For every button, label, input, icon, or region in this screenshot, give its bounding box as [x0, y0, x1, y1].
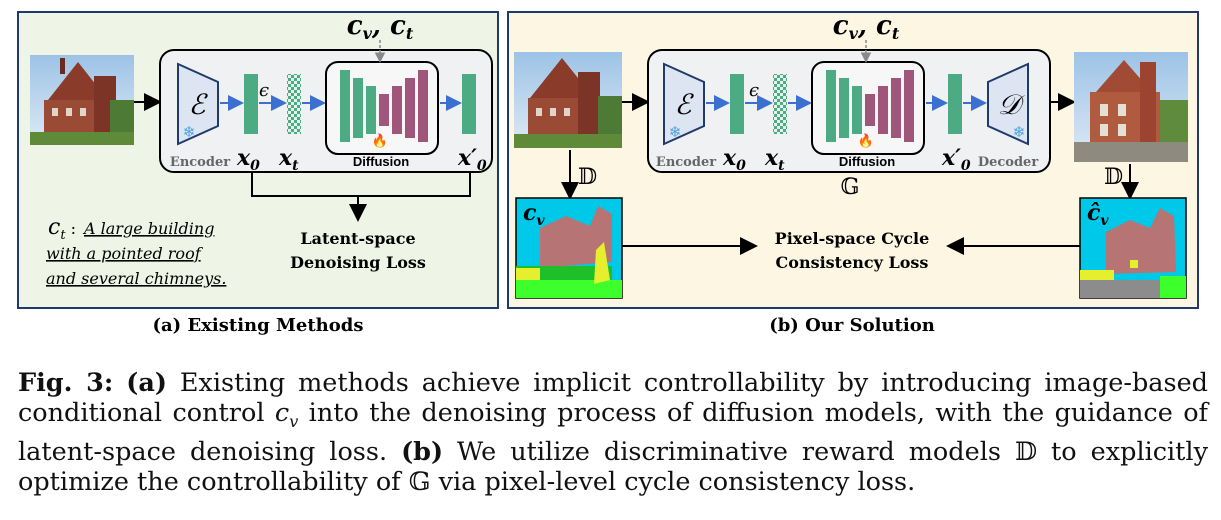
- prompt-line-1: A large building: [82, 219, 214, 238]
- caption-b-text-2: to explicitly optimize the controllabili…: [18, 437, 1208, 498]
- caption-a-text-2: into the denoising process of diffusion …: [18, 398, 1208, 468]
- latent-xt-left: [287, 74, 301, 134]
- xt-label-left: xt: [278, 145, 299, 174]
- latent-x0-left: [244, 74, 258, 134]
- snowflake-icon: ❄: [183, 123, 196, 141]
- decoder-shape: [987, 62, 1029, 146]
- prompt-line-3: and several chimneys.: [46, 269, 226, 288]
- caption-cv: cv: [274, 398, 299, 432]
- encoder-right-label: Encoder: [656, 155, 716, 170]
- snowflake-icon: ❄: [669, 123, 682, 141]
- segmentation-map-cv: [515, 197, 623, 299]
- fire-icon: 🔥: [372, 133, 388, 149]
- cvhat-label: ĉv: [1087, 200, 1109, 229]
- xt-label-right: xt: [764, 145, 785, 174]
- cond-label-right: cv, ct: [833, 11, 900, 43]
- encoder-right-shape: [663, 62, 705, 146]
- generator-symbol: 𝔾: [841, 175, 860, 200]
- latent-x0-right: [730, 74, 744, 134]
- x0prime-label-left: x′0: [457, 145, 487, 174]
- left-panel-title: (a) Existing Methods: [153, 315, 364, 336]
- loss-line-2-left: Denoising Loss: [290, 253, 426, 272]
- caption-a-text-1: Existing methods achieve implicit contro…: [18, 368, 1209, 428]
- segmentation-map-cvhat: [1079, 197, 1187, 299]
- right-panel-title: (b) Our Solution: [769, 315, 935, 336]
- diffusion-label-left: Diffusion: [353, 154, 409, 169]
- input-photo-right: [514, 52, 622, 148]
- loss-line-2-right: Consistency Loss: [776, 253, 929, 272]
- discriminator-right: 𝔻: [1104, 165, 1123, 190]
- x0-label-left: x0: [236, 145, 260, 174]
- input-photo-left: [30, 55, 134, 145]
- prompt-label: ct :: [48, 215, 76, 243]
- caption-D-symbol: 𝔻: [1014, 437, 1038, 468]
- cv-label: cv: [523, 200, 545, 229]
- right-panel: ℰ ❄ Encoder ϵ x0 xt 🔥 Diffusion x′0 𝒟 ❄ …: [507, 11, 1199, 309]
- loss-line-1-left: Latent-space: [300, 229, 415, 248]
- caption-b-text-3: via pixel-level cycle consistency loss.: [430, 467, 916, 498]
- loss-line-1-right: Pixel-space Cycle: [775, 229, 930, 248]
- x0prime-label-right: x′0: [941, 145, 971, 174]
- epsilon-right: ϵ: [749, 80, 759, 101]
- left-panel: ℰ ❄ Encoder ϵ x0 xt 🔥 Diffusion x′0 cv, …: [17, 11, 499, 309]
- prompt-line-2: with a pointed roof: [46, 244, 204, 263]
- x0-label-right: x0: [722, 145, 746, 174]
- figure-diagram: ℰ ❄ Encoder ϵ x0 xt 🔥 Diffusion x′0 cv, …: [17, 11, 1199, 336]
- discriminator-left: 𝔻: [578, 165, 597, 190]
- loss-connector-left: [251, 172, 471, 197]
- caption-G-symbol: 𝔾: [408, 467, 431, 498]
- caption-a-tag: (a): [126, 368, 167, 398]
- caption-b-text-1: We utilize discriminative reward models: [443, 437, 1015, 468]
- diffusion-label-right: Diffusion: [839, 154, 895, 169]
- epsilon-left: ϵ: [259, 80, 269, 101]
- latent-xt-right: [773, 74, 787, 134]
- caption-b-tag: (b): [401, 437, 444, 468]
- decoder-label: Decoder: [978, 155, 1038, 170]
- encoder-right-symbol: ℰ: [675, 88, 695, 121]
- encoder-left-symbol: ℰ: [189, 88, 209, 121]
- latent-x0prime-left: [462, 74, 476, 134]
- output-photo: [1074, 52, 1188, 162]
- cond-label-left: cv, ct: [347, 11, 414, 43]
- fire-icon: 🔥: [858, 133, 874, 149]
- figure-caption: Fig. 3: (a) Existing methods achieve imp…: [18, 368, 1208, 497]
- snowflake-icon: ❄: [1013, 123, 1026, 141]
- encoder-left-label: Encoder: [170, 155, 230, 170]
- encoder-left-shape: [177, 62, 219, 146]
- caption-fig-number: Fig. 3:: [18, 368, 114, 398]
- latent-x0prime-right: [948, 74, 962, 134]
